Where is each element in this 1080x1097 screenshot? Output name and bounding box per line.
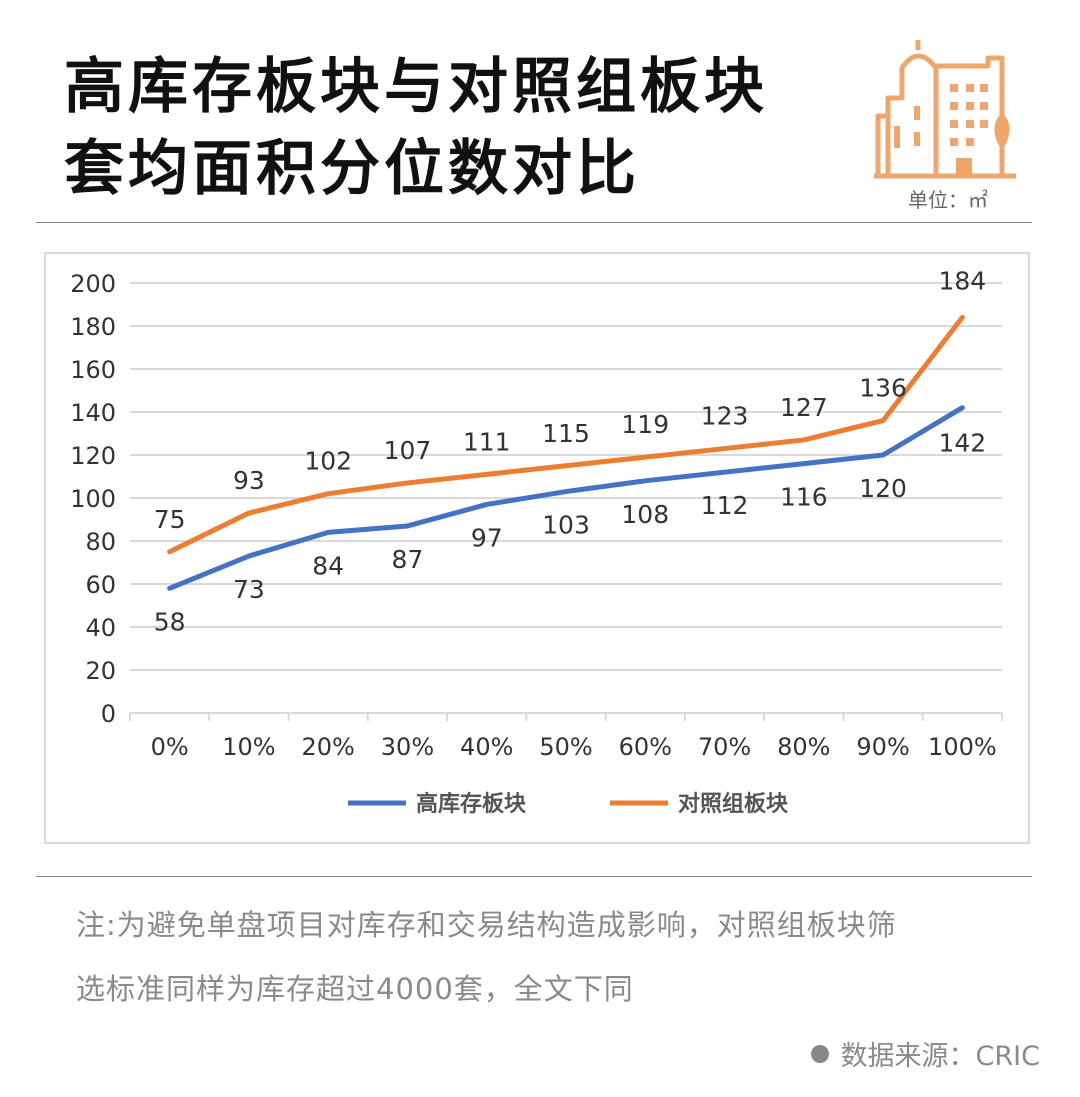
data-label: 107 [384,436,432,465]
y-tick-label: 120 [70,442,116,470]
top-divider [36,222,1032,223]
x-tick-label: 20% [302,733,355,761]
page-title-line-1: 高库存板块与对照组板块 [64,52,768,122]
footnote-line-1: 注:为避免单盘项目对库存和交易结构造成影响，对照组板块筛 [76,908,897,942]
y-tick-label: 200 [70,270,116,298]
unit-label: 单位：㎡ [908,188,988,212]
data-label: 75 [154,505,186,534]
legend-label: 对照组板块 [678,791,789,817]
data-label: 102 [304,447,352,476]
data-label: 142 [939,429,987,458]
x-tick-label: 100% [928,733,997,761]
x-tick-label: 30% [381,733,434,761]
x-tick-label: 70% [698,733,751,761]
y-tick-label: 40 [85,614,116,642]
data-label: 97 [471,523,503,552]
data-label: 108 [621,500,669,529]
series-line-2 [167,314,965,555]
footnote-line-2: 选标准同样为库存超过4000套，全文下同 [76,972,634,1006]
data-label: 87 [392,545,424,574]
y-tick-label: 60 [85,571,116,599]
y-tick-label: 140 [70,399,116,427]
x-tick-label: 40% [460,733,513,761]
building-icon [874,40,1016,179]
data-label: 127 [780,393,828,422]
y-tick-label: 100 [70,485,116,513]
data-label: 115 [542,419,590,448]
data-label: 123 [701,402,749,431]
data-label: 120 [859,474,907,503]
data-label: 136 [859,374,907,403]
x-tick-label: 60% [619,733,672,761]
chart-frame: 0 20 40 60 80 100 120 140 160 180 200 0% 10% 20% 30% 40… [44,252,1030,844]
y-tick-label: 80 [85,528,116,556]
legend-label: 高库存板块 [416,791,527,817]
data-source-text: 数据来源：CRIC [840,1041,1040,1072]
y-tick-label: 20 [85,657,116,685]
y-tick-label: 0 [101,700,116,728]
bullet-dot-icon [810,1045,829,1063]
data-label: 116 [780,483,828,512]
line-chart: 0 20 40 60 80 100 120 140 160 180 200 0% 10% 20% 30% 40… [70,266,1003,817]
data-label: 93 [233,466,265,495]
series-line-1 [167,405,965,591]
data-label: 58 [154,607,186,636]
data-label: 111 [463,427,511,456]
x-tick-label: 80% [777,733,830,761]
page-title-line-2: 套均面积分位数对比 [64,134,640,204]
data-label: 119 [621,410,669,439]
data-label: 84 [312,551,344,580]
x-tick-label: 10% [222,733,275,761]
data-label: 184 [939,266,987,295]
data-label: 112 [701,491,749,520]
y-tick-label: 160 [70,356,116,384]
x-tick-label: 90% [856,733,909,761]
data-label: 103 [542,511,590,540]
x-tick-label: 50% [539,733,592,761]
data-label: 73 [233,575,265,604]
data-source: 数据来源：CRIC [810,1034,1040,1073]
bottom-divider [36,876,1032,877]
x-tick-label: 0% [151,733,189,761]
y-tick-label: 180 [70,313,116,341]
